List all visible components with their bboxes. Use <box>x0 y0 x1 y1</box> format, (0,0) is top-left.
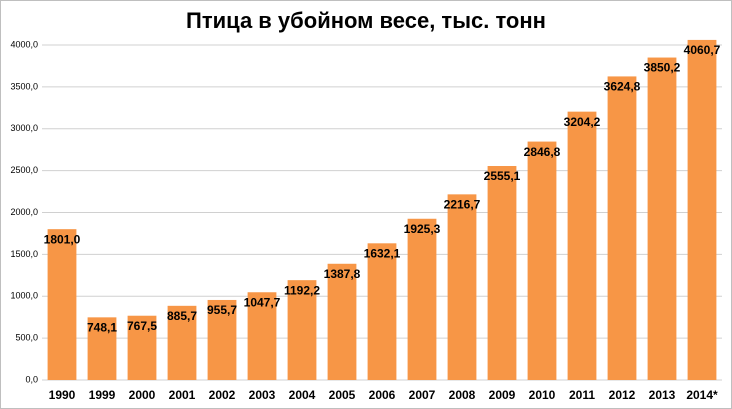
x-tick-label: 1990 <box>49 388 76 402</box>
y-tick-label: 0,0 <box>25 374 38 384</box>
x-tick-label: 2009 <box>489 388 516 402</box>
data-label: 767,5 <box>127 319 157 333</box>
data-label: 2846,8 <box>524 145 561 159</box>
bar <box>407 218 437 380</box>
bar <box>287 280 317 380</box>
data-label: 4060,7 <box>684 43 721 57</box>
bar <box>487 166 517 380</box>
y-tick-label: 3500,0 <box>10 81 38 91</box>
data-label: 1047,7 <box>244 295 281 309</box>
bar <box>687 39 717 380</box>
bar <box>527 141 557 380</box>
x-tick-label: 2006 <box>369 388 396 402</box>
data-label: 955,7 <box>207 303 237 317</box>
x-tick-label: 2008 <box>449 388 476 402</box>
y-tick-label: 3000,0 <box>10 123 38 133</box>
data-label: 885,7 <box>167 309 197 323</box>
bar <box>247 292 277 380</box>
y-tick-label: 2500,0 <box>10 165 38 175</box>
bar <box>207 299 237 380</box>
data-label: 1632,1 <box>364 246 401 260</box>
bar <box>367 243 397 380</box>
x-tick-label: 2011 <box>569 388 595 402</box>
data-label: 3624,8 <box>604 80 641 94</box>
data-label: 3850,2 <box>644 61 681 75</box>
bar <box>567 111 597 380</box>
data-label: 748,1 <box>87 321 117 335</box>
x-tick-label: 1999 <box>89 388 116 402</box>
x-tick-label: 2010 <box>529 388 556 402</box>
x-tick-label: 2003 <box>249 388 276 402</box>
y-tick-label: 2000,0 <box>10 207 38 217</box>
y-tick-label: 4000,0 <box>10 39 38 49</box>
x-tick-label: 2002 <box>209 388 236 402</box>
x-tick-label: 2001 <box>169 388 196 402</box>
x-tick-label: 2000 <box>129 388 156 402</box>
bar <box>647 57 677 381</box>
x-tick-label: 2005 <box>329 388 356 402</box>
bar <box>47 229 77 380</box>
y-tick-label: 1000,0 <box>10 291 38 301</box>
bar <box>327 263 357 380</box>
x-tick-label: 2013 <box>649 388 676 402</box>
bar <box>167 305 197 380</box>
bar <box>87 317 117 380</box>
data-label: 2216,7 <box>444 198 481 212</box>
data-label: 2555,1 <box>484 169 521 183</box>
data-label: 1192,2 <box>284 283 320 297</box>
bar <box>607 76 637 380</box>
y-tick-label: 500,0 <box>15 333 38 343</box>
x-tick-label: 2012 <box>609 388 636 402</box>
data-label: 1801,0 <box>44 232 81 246</box>
x-tick-label: 2004 <box>289 388 316 402</box>
data-label: 3204,2 <box>564 115 601 129</box>
y-tick-label: 1500,0 <box>10 249 38 259</box>
chart-title: Птица в убойном весе, тыс. тонн <box>186 8 546 33</box>
x-tick-label: 2014* <box>686 388 718 402</box>
data-label: 1387,8 <box>324 267 361 281</box>
bar <box>127 315 157 380</box>
bar <box>447 194 477 380</box>
x-tick-label: 2007 <box>409 388 436 402</box>
data-label: 1925,3 <box>404 222 441 236</box>
